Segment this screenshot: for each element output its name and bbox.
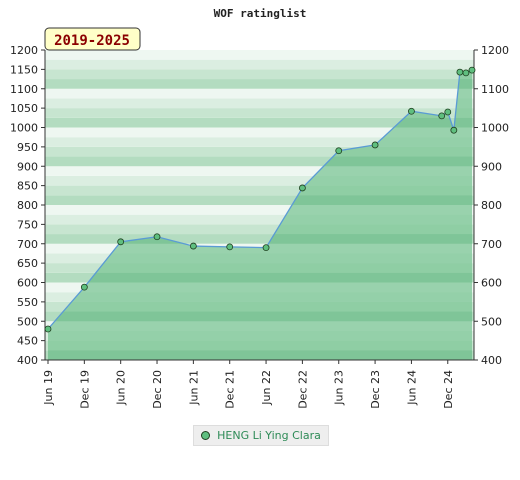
x-tick-label: Jun 22 xyxy=(260,370,273,406)
background-band xyxy=(45,117,474,128)
data-points xyxy=(44,66,476,333)
data-point xyxy=(80,283,88,291)
y-tick-label-right: 1100 xyxy=(481,83,509,96)
y-axis-right: 400 500 600 700 800 900 1000 1100 1200 xyxy=(474,44,509,367)
data-point xyxy=(262,244,270,252)
y-tick-label-right: 900 xyxy=(481,160,502,173)
x-tick-label: Jun 24 xyxy=(405,370,418,406)
area-band xyxy=(48,272,472,283)
x-tick-label: Dec 23 xyxy=(369,370,382,409)
data-point xyxy=(153,233,161,241)
legend: HENG Li Ying Clara xyxy=(193,425,329,446)
x-tick-label: Jun 19 xyxy=(42,370,55,406)
data-point xyxy=(438,112,446,120)
background-band xyxy=(45,69,474,80)
y-tick-label-right: 800 xyxy=(481,199,502,212)
y-tick-label-left: 700 xyxy=(17,238,38,251)
background-band xyxy=(45,79,474,89)
data-point xyxy=(462,69,470,77)
x-tick-label: Dec 20 xyxy=(151,370,164,409)
y-tick-label-left: 1000 xyxy=(10,122,38,135)
area-band xyxy=(48,311,472,322)
data-point xyxy=(226,243,234,251)
data-point xyxy=(189,242,197,250)
y-tick-label-right: 700 xyxy=(481,238,502,251)
background-band xyxy=(45,214,474,225)
background-band xyxy=(45,205,474,215)
data-point xyxy=(468,66,476,74)
y-tick-label-left: 1200 xyxy=(10,44,38,57)
y-tick-label-left: 550 xyxy=(17,296,38,309)
y-tick-label-left: 1100 xyxy=(10,83,38,96)
y-tick-label-left: 450 xyxy=(17,335,38,348)
x-tick-label: Jun 20 xyxy=(115,370,128,406)
y-tick-label-left: 400 xyxy=(17,354,38,367)
area-band xyxy=(48,350,472,360)
data-point xyxy=(335,147,343,155)
background-band xyxy=(45,234,474,244)
data-point xyxy=(444,108,452,116)
data-point xyxy=(298,184,306,192)
y-tick-label-left: 800 xyxy=(17,199,38,212)
y-tick-label-right: 1200 xyxy=(481,44,509,57)
range-badge: 2019-2025 xyxy=(44,27,141,51)
series-area xyxy=(48,70,472,361)
y-tick-label-left: 1050 xyxy=(10,102,38,115)
legend-series-label: HENG Li Ying Clara xyxy=(217,429,321,442)
legend-marker-icon xyxy=(201,431,211,440)
y-tick-label-left: 750 xyxy=(17,218,38,231)
y-tick-label-right: 400 xyxy=(481,354,502,367)
background-band xyxy=(45,108,474,118)
background-band xyxy=(45,59,474,70)
background-band xyxy=(45,175,474,186)
y-tick-label-right: 500 xyxy=(481,315,502,328)
background-band xyxy=(45,224,474,235)
x-tick-label: Dec 19 xyxy=(78,370,91,409)
y-tick-label-left: 950 xyxy=(17,141,38,154)
data-point xyxy=(117,238,125,246)
range-badge-text: 2019-2025 xyxy=(54,33,130,49)
y-tick-label-left: 500 xyxy=(17,315,38,328)
background-band xyxy=(45,146,474,157)
x-tick-label: Dec 22 xyxy=(296,370,309,409)
y-tick-label-left: 600 xyxy=(17,277,38,290)
x-axis: Jun 19 Dec 19 Jun 20 Dec 20 Jun 21 Dec 21 Jun … xyxy=(42,360,455,409)
background-band xyxy=(45,156,474,167)
y-tick-label-left: 650 xyxy=(17,257,38,270)
chart-title: WOF ratinglist xyxy=(214,7,307,20)
y-tick-label-left: 900 xyxy=(17,160,38,173)
y-tick-label-left: 850 xyxy=(17,180,38,193)
data-point xyxy=(450,126,458,134)
y-axis-left: 400 450 500 550 600 650 700 750 800 850 900 950 1000… xyxy=(10,44,45,367)
background-band xyxy=(45,137,474,147)
x-tick-label: Jun 21 xyxy=(187,370,200,406)
x-tick-label: Dec 24 xyxy=(442,370,455,409)
x-tick-label: Dec 21 xyxy=(224,370,237,409)
background-band xyxy=(45,88,474,99)
y-tick-label-right: 600 xyxy=(481,277,502,290)
background-band xyxy=(45,195,474,205)
y-tick-label-left: 1150 xyxy=(10,63,38,76)
y-tick-label-right: 1000 xyxy=(481,122,509,135)
x-tick-label: Jun 23 xyxy=(333,370,346,406)
data-point xyxy=(408,107,415,115)
data-point xyxy=(371,141,379,149)
background-band xyxy=(45,185,474,196)
data-point xyxy=(44,325,52,333)
background-band xyxy=(45,98,474,109)
background-band xyxy=(45,50,474,60)
background-band xyxy=(45,166,474,176)
data-point xyxy=(456,68,464,76)
background-band xyxy=(45,127,474,138)
